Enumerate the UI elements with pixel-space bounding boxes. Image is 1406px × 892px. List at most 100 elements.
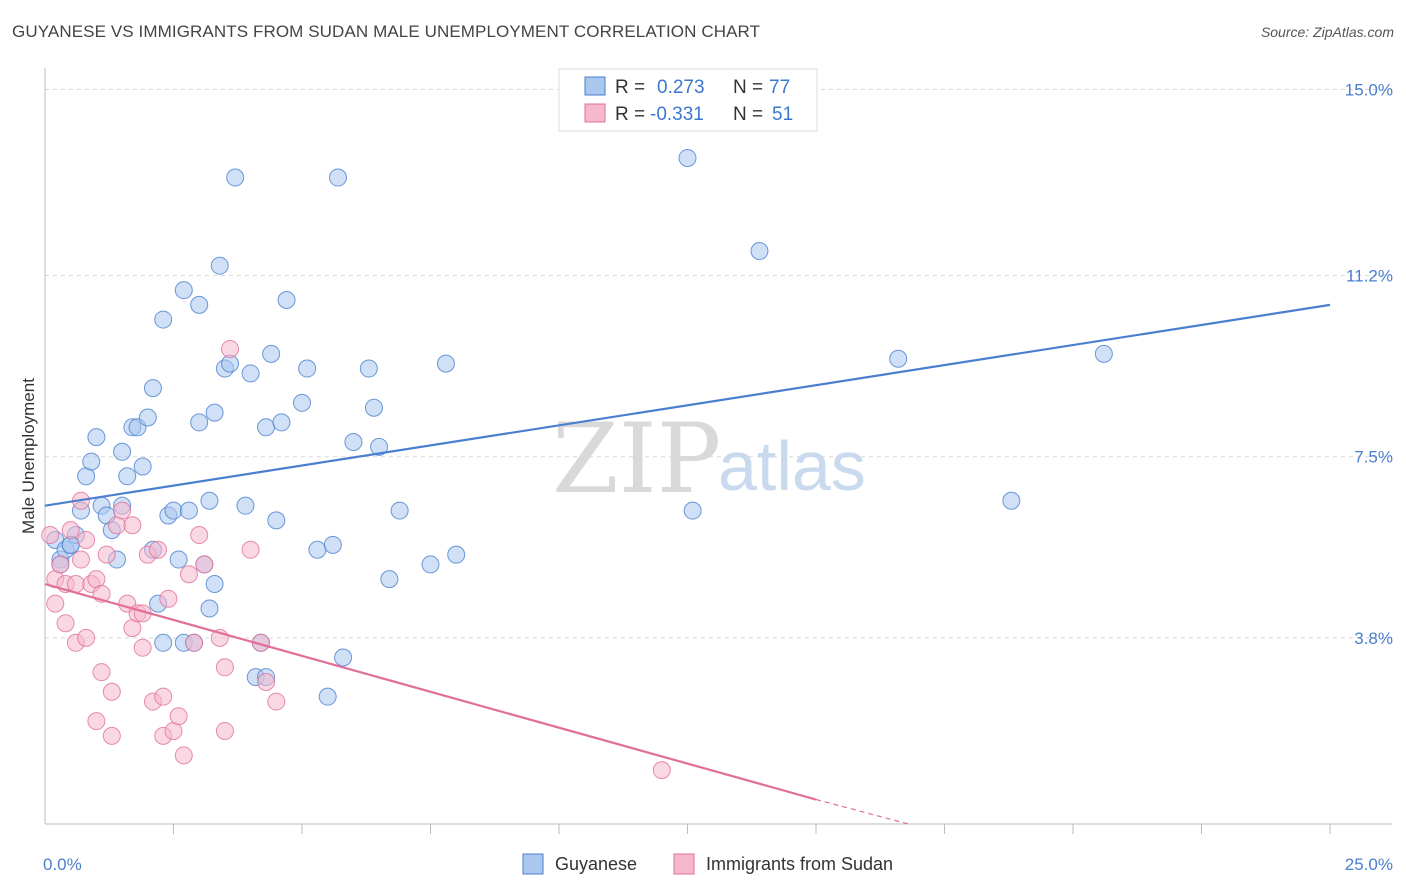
guyanese-point-39: [205, 575, 224, 594]
sudan-point-43: [215, 658, 234, 677]
sudan-point-11: [77, 530, 96, 549]
guyanese-point-66: [390, 501, 409, 520]
sudan-point-5: [56, 614, 75, 633]
sudan-point-48: [267, 692, 286, 711]
legend-r-label-1: R =: [615, 77, 645, 98]
guyanese-point-56: [308, 540, 327, 559]
sudan-point-47: [257, 672, 276, 691]
sudan-trend-extension: [815, 798, 909, 825]
guyanese-point-69: [447, 545, 466, 564]
sudan-point-41: [195, 555, 214, 574]
sudan-point-36: [169, 707, 188, 726]
guyanese-point-67: [421, 555, 440, 574]
correlation-legend: R = 0.273 N = 77 R = -0.331 N = 51: [558, 68, 818, 132]
sudan-point-49: [652, 761, 671, 780]
guyanese-point-60: [334, 648, 353, 667]
guyanese-point-57: [318, 687, 337, 706]
sudan-point-17: [92, 663, 111, 682]
sudan-point-0: [41, 526, 60, 545]
guyanese-point-19: [133, 457, 152, 476]
guyanese-point-72: [750, 242, 769, 260]
x-tick-label-1: 25.0%: [1345, 855, 1393, 874]
guyanese-point-22: [143, 379, 162, 398]
sudan-point-6: [61, 521, 80, 540]
guyanese-point-70: [678, 148, 697, 167]
legend-r-value-2: -0.331: [650, 104, 704, 125]
guyanese-point-45: [241, 364, 260, 383]
guyanese-point-51: [267, 511, 286, 530]
sudan-point-45: [241, 540, 260, 559]
guyanese-point-63: [364, 398, 383, 417]
guyanese-point-64: [370, 437, 389, 456]
guyanese-point-37: [200, 599, 219, 618]
legend-r-label-2: R =: [615, 104, 645, 125]
guyanese-point-50: [262, 344, 281, 363]
sudan-point-32: [154, 687, 173, 706]
sudan-point-24: [123, 516, 142, 535]
bottom-legend-label-sudan: Immigrants from Sudan: [706, 854, 893, 874]
sudan-point-28: [133, 638, 152, 657]
sudan-point-22: [113, 501, 132, 520]
sudan-point-39: [185, 633, 204, 652]
sudan-point-15: [87, 712, 106, 731]
legend-r-value-1: 0.273: [657, 77, 705, 98]
guyanese-point-27: [164, 501, 183, 520]
guyanese-point-62: [359, 359, 378, 378]
guyanese-point-71: [683, 501, 702, 520]
chart-title: GUYANESE VS IMMIGRANTS FROM SUDAN MALE U…: [12, 22, 761, 41]
guyanese-point-8: [82, 452, 101, 471]
guyanese-point-65: [380, 570, 399, 589]
bottom-legend-swatch-sudan: [673, 853, 695, 875]
guyanese-point-52: [272, 413, 291, 432]
guyanese-point-53: [277, 290, 296, 309]
guyanese-point-34: [190, 295, 209, 314]
guyanese-point-54: [293, 393, 311, 412]
guyanese-point-73: [889, 349, 908, 368]
watermark-zip: ZIP: [552, 403, 721, 515]
guyanese-point-75: [1094, 344, 1113, 363]
guyanese-point-43: [226, 168, 245, 187]
guyanese-trend-line: [44, 303, 1331, 507]
sudan-point-31: [149, 540, 168, 559]
guyanese-point-29: [174, 281, 193, 300]
guyanese-point-55: [298, 359, 317, 378]
grid-lines: [45, 88, 1392, 639]
guyanese-point-40: [210, 256, 229, 275]
watermark-atlas: atlas: [718, 427, 866, 505]
y-axis-label: Male Unemployment: [19, 378, 38, 534]
legend-n-label-2: N =: [733, 104, 763, 125]
y-tick-label-1: 7.5%: [1354, 448, 1393, 467]
guyanese-point-20: [138, 408, 157, 427]
watermark: ZIP atlas: [552, 403, 866, 515]
bottom-legend-label-guyanese: Guyanese: [555, 854, 637, 874]
guyanese-point-68: [436, 354, 455, 373]
guyanese-point-61: [344, 433, 363, 451]
sudan-point-3: [51, 555, 70, 574]
sudan-point-19: [102, 682, 121, 701]
guyanese-point-38: [205, 403, 224, 422]
guyanese-point-58: [323, 535, 342, 554]
sudan-point-34: [159, 589, 178, 608]
sudan-point-18: [97, 545, 116, 564]
legend-n-value-2: 51: [772, 104, 793, 125]
sudan-point-44: [221, 339, 240, 358]
legend-n-value-1: 77: [769, 77, 790, 98]
chart-source: Source: ZipAtlas.com: [1260, 24, 1394, 40]
series-legend: Guyanese Immigrants from Sudan: [522, 853, 893, 875]
guyanese-point-14: [113, 442, 132, 461]
guyanese-point-28: [169, 550, 188, 569]
guyanese-point-9: [87, 428, 106, 447]
legend-swatch-guyanese: [584, 76, 606, 96]
sudan-point-50: [215, 721, 234, 740]
guyanese-point-59: [328, 168, 347, 187]
guyanese-point-48: [257, 418, 276, 437]
sudan-point-40: [190, 526, 209, 545]
y-tick-labels: 3.8% 7.5% 11.2% 15.0%: [1345, 80, 1393, 648]
sudan-trend-line: [44, 582, 817, 801]
guyanese-point-44: [236, 496, 255, 515]
guyanese-point-24: [154, 310, 173, 329]
guyanese-point-16: [118, 467, 137, 486]
guyanese-point-33: [190, 413, 209, 432]
legend-swatch-sudan: [584, 103, 606, 123]
